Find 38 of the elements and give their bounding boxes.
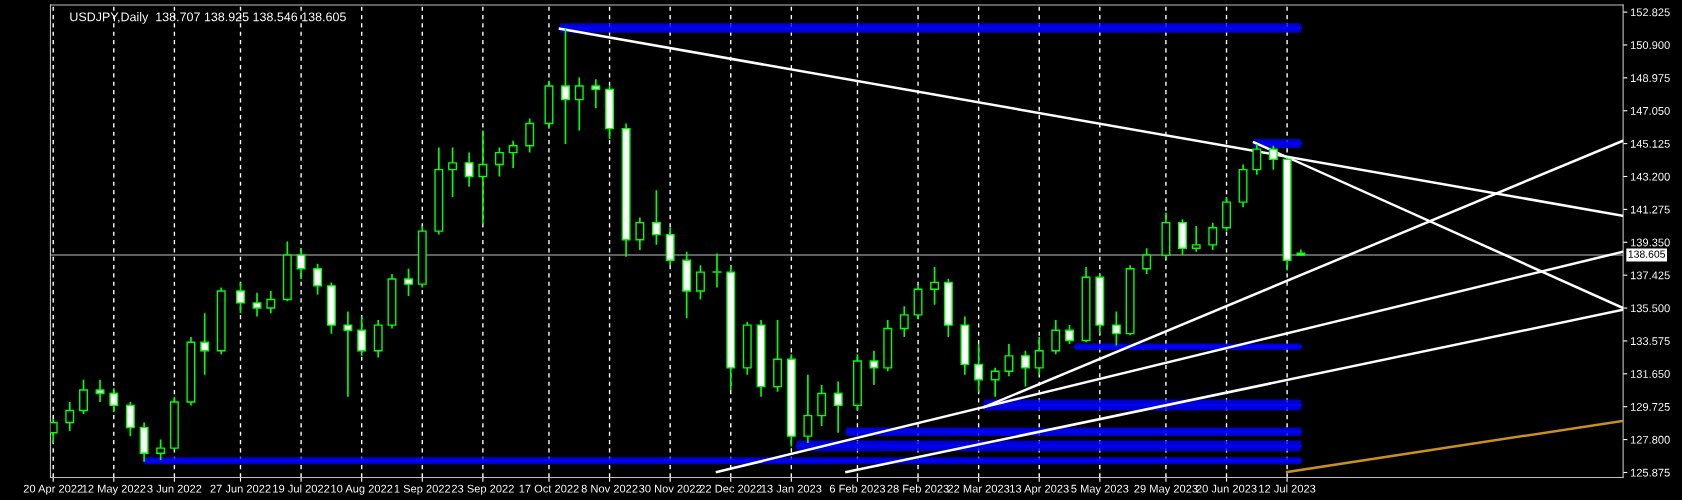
- x-tick-label: 22 Dec 2022: [699, 484, 762, 493]
- x-tick-label: 23 Sep 2022: [451, 484, 514, 495]
- x-tick-label: 10 Aug 2022: [331, 484, 393, 495]
- x-tick-label: 1 Sep 2022: [394, 484, 451, 495]
- x-tick-label: 3 Jun 2022: [147, 484, 202, 493]
- y-tick-label: 127.800: [1630, 435, 1670, 444]
- x-tick-label: 29 May 2023: [1134, 484, 1198, 495]
- y-tick-label: 135.500: [1630, 304, 1670, 313]
- x-tick-label: 13 Apr 2023: [1010, 484, 1069, 495]
- x-tick-label: 20 Apr 2022: [23, 484, 83, 495]
- y-tick-label: 143.200: [1630, 172, 1670, 181]
- x-tick-label: 30 Nov 2022: [639, 484, 702, 493]
- y-tick-label: 152.825: [1630, 8, 1670, 17]
- y-tick-label: 133.575: [1630, 337, 1670, 346]
- y-tick-label: 141.275: [1630, 205, 1670, 214]
- y-tick-label: 129.725: [1630, 402, 1670, 411]
- x-tick-label: 28 Feb 2023: [887, 484, 949, 493]
- x-tick-label: 17 Oct 2022: [519, 484, 579, 493]
- x-tick-label: 12 Jul 2023: [1259, 484, 1316, 493]
- x-tick-label: 5 May 2023: [1071, 484, 1129, 495]
- ref-line-label: 138.605: [1628, 250, 1666, 258]
- x-tick-label: 22 Mar 2023: [948, 484, 1010, 493]
- y-tick-label: 150.900: [1630, 41, 1670, 50]
- y-tick-label: 147.050: [1630, 107, 1670, 115]
- y-tick-label: 125.875: [1630, 468, 1670, 477]
- y-tick-label: 148.975: [1630, 74, 1670, 82]
- x-tick-label: 8 Nov 2022: [581, 484, 638, 493]
- y-tick-label: 139.350: [1630, 238, 1670, 247]
- x-tick-label: 12 May 2022: [82, 484, 146, 495]
- x-tick-label: 6 Feb 2023: [829, 484, 886, 493]
- y-tick-label: 137.425: [1630, 271, 1670, 280]
- x-tick-label: 27 Jun 2022: [210, 484, 271, 493]
- text: USDJPY,Daily 138.707 138.925 138.546 138.605: [70, 12, 346, 24]
- x-tick-label: 13 Jan 2023: [761, 484, 822, 493]
- y-tick-label: 131.650: [1630, 370, 1670, 378]
- y-tick-label: 145.125: [1630, 139, 1670, 148]
- x-tick-label: 19 Jul 2022: [273, 484, 330, 493]
- x-tick-label: 20 Jun 2023: [1196, 484, 1257, 493]
